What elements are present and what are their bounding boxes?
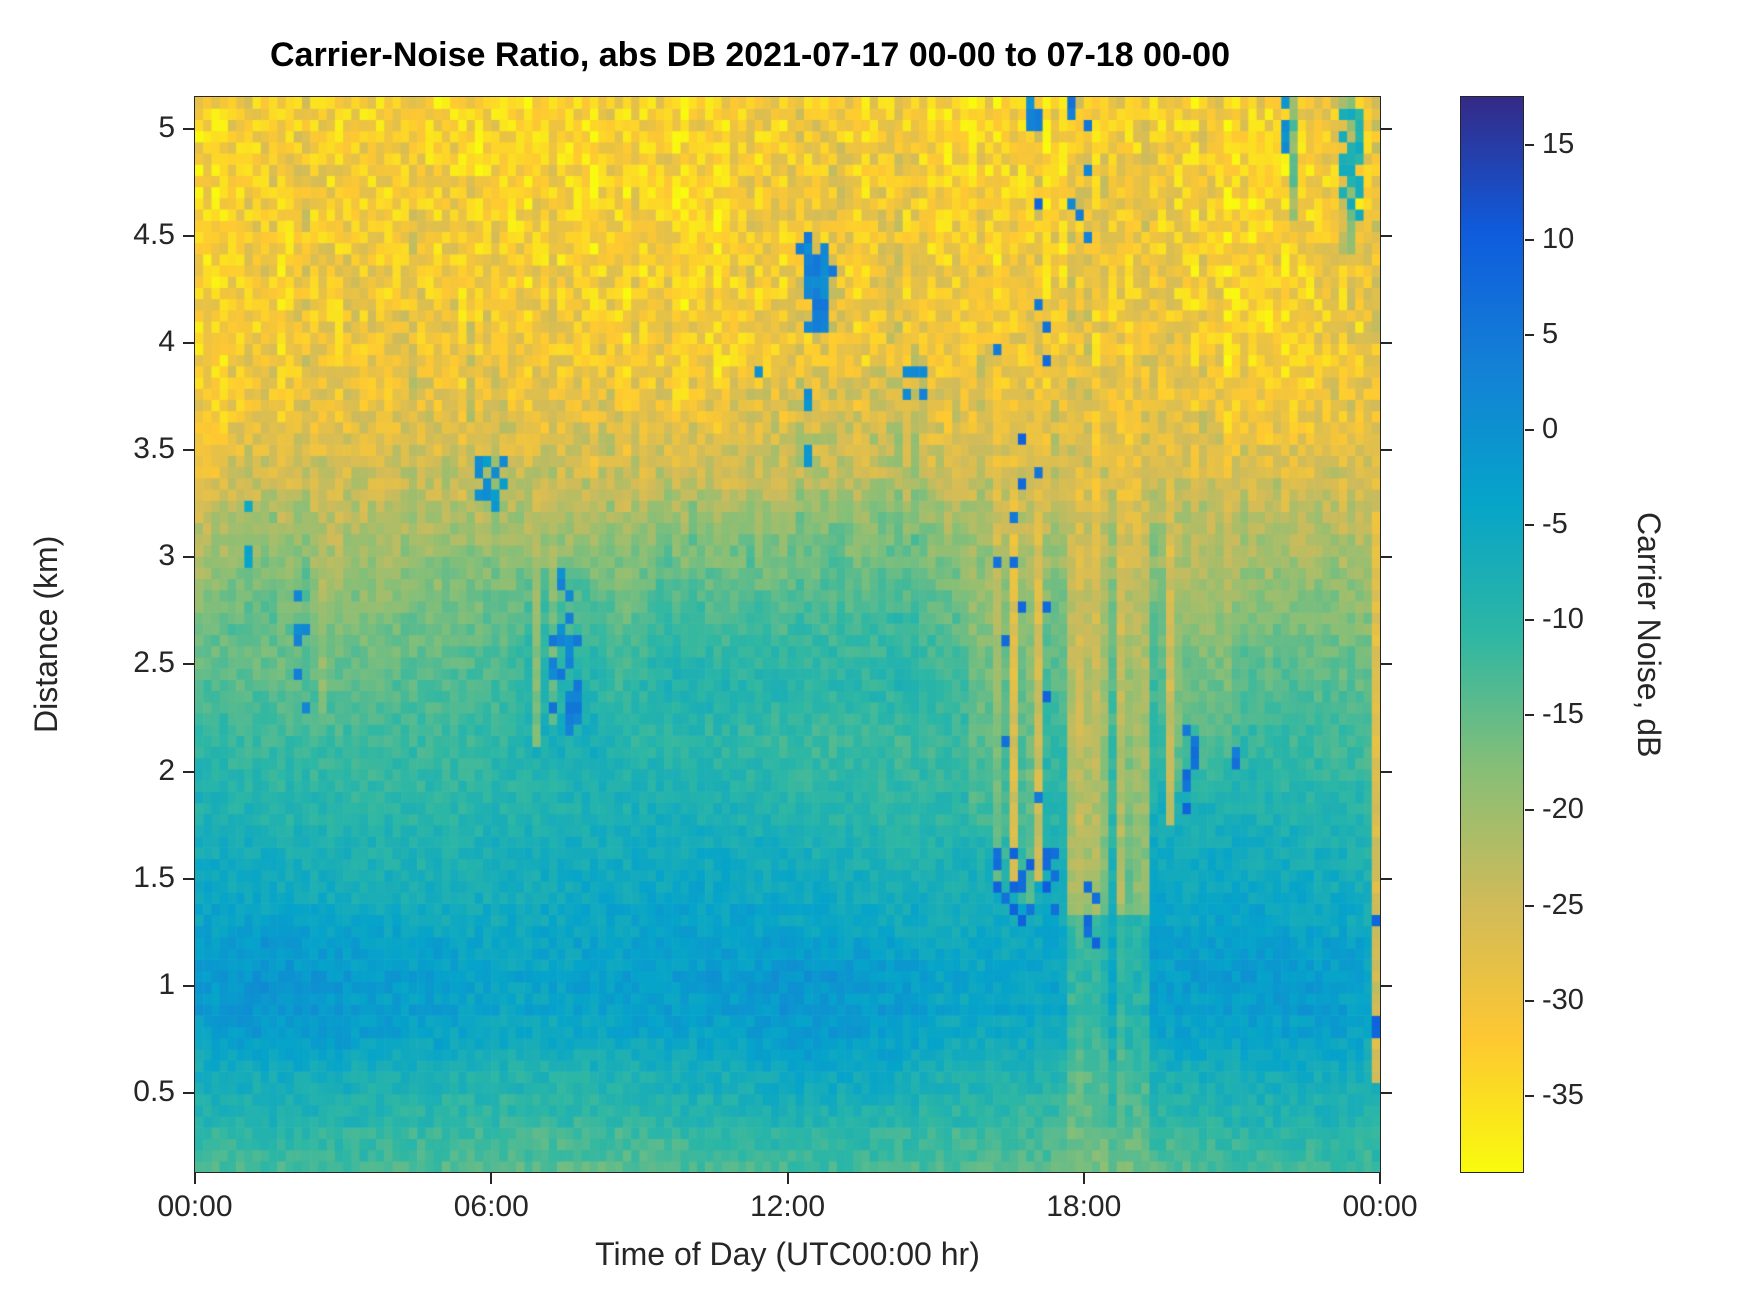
x-axis-label: Time of Day (UTC00:00 hr) bbox=[595, 1236, 980, 1272]
y-tick-mark-right bbox=[1381, 984, 1392, 987]
x-tick-mark bbox=[490, 1173, 493, 1184]
y-tick-mark bbox=[183, 984, 194, 987]
colorbar bbox=[1461, 97, 1523, 1172]
y-tick-label: 1.5 bbox=[133, 860, 175, 894]
y-tick-label: 1 bbox=[158, 967, 175, 1001]
y-tick-mark-right bbox=[1381, 1091, 1392, 1094]
y-tick-mark bbox=[183, 449, 194, 452]
colorbar-tick-mark bbox=[1525, 524, 1534, 527]
colorbar-tick-mark bbox=[1525, 238, 1534, 241]
y-tick-mark-right bbox=[1381, 663, 1392, 666]
x-tick-label: 00:00 bbox=[1342, 1190, 1418, 1223]
y-tick-mark-right bbox=[1381, 770, 1392, 773]
colorbar-tick-label: 15 bbox=[1542, 127, 1575, 160]
heatmap-canvas bbox=[195, 97, 1380, 1172]
y-tick-label: 3 bbox=[158, 539, 175, 573]
colorbar-tick-label: -10 bbox=[1542, 603, 1584, 636]
x-tick-label: 06:00 bbox=[453, 1190, 529, 1223]
colorbar-tick-label: -25 bbox=[1542, 888, 1584, 921]
x-tick-mark bbox=[786, 1173, 789, 1184]
x-tick-mark bbox=[194, 1173, 196, 1184]
colorbar-tick-label: 5 bbox=[1542, 317, 1559, 350]
colorbar-tick-label: 0 bbox=[1542, 412, 1559, 445]
x-tick-mark bbox=[1082, 1173, 1085, 1184]
colorbar-tick-mark bbox=[1525, 999, 1534, 1002]
colorbar-tick-mark bbox=[1525, 428, 1534, 431]
y-tick-mark-right bbox=[1381, 877, 1392, 880]
y-tick-mark bbox=[183, 128, 194, 131]
colorbar-tick-mark bbox=[1525, 1094, 1534, 1097]
y-tick-label: 5 bbox=[158, 111, 175, 145]
colorbar-tick-label: -30 bbox=[1542, 983, 1584, 1016]
y-tick-mark-right bbox=[1381, 128, 1392, 131]
colorbar-tick-label: -35 bbox=[1542, 1078, 1584, 1111]
y-tick-mark bbox=[183, 235, 194, 238]
y-tick-label: 4.5 bbox=[133, 218, 175, 252]
x-tick-mark bbox=[1379, 1173, 1381, 1184]
y-tick-label: 4 bbox=[158, 325, 175, 359]
y-tick-mark bbox=[183, 877, 194, 880]
y-tick-label: 0.5 bbox=[133, 1074, 175, 1108]
y-tick-label: 2 bbox=[158, 753, 175, 787]
y-tick-mark-right bbox=[1381, 342, 1392, 345]
colorbar-tick-mark bbox=[1525, 904, 1534, 907]
colorbar-tick-mark bbox=[1525, 333, 1534, 336]
y-tick-mark-right bbox=[1381, 235, 1392, 238]
y-tick-mark bbox=[183, 770, 194, 773]
y-axis-label: Distance (km) bbox=[28, 535, 64, 734]
colorbar-label: Carrier Noise, dB bbox=[1631, 511, 1667, 758]
y-tick-mark-right bbox=[1381, 556, 1392, 559]
x-tick-label: 18:00 bbox=[1046, 1190, 1122, 1223]
y-tick-mark bbox=[183, 342, 194, 345]
y-tick-mark-right bbox=[1381, 449, 1392, 452]
x-tick-label: 00:00 bbox=[157, 1190, 233, 1223]
y-tick-label: 2.5 bbox=[133, 646, 175, 680]
y-tick-mark bbox=[183, 556, 194, 559]
colorbar-tick-label: -15 bbox=[1542, 698, 1584, 731]
y-tick-mark bbox=[183, 663, 194, 666]
colorbar-tick-label: 10 bbox=[1542, 222, 1575, 255]
y-tick-label: 3.5 bbox=[133, 432, 175, 466]
colorbar-tick-mark bbox=[1525, 809, 1534, 812]
chart-title: Carrier-Noise Ratio, abs DB 2021-07-17 0… bbox=[269, 36, 1231, 74]
colorbar-tick-label: -5 bbox=[1542, 508, 1568, 541]
colorbar-tick-mark bbox=[1525, 619, 1534, 622]
colorbar-tick-label: -20 bbox=[1542, 793, 1584, 826]
y-tick-mark bbox=[183, 1091, 194, 1094]
x-tick-label: 12:00 bbox=[749, 1190, 826, 1223]
colorbar-tick-mark bbox=[1525, 143, 1534, 146]
colorbar-tick-mark bbox=[1525, 714, 1534, 717]
